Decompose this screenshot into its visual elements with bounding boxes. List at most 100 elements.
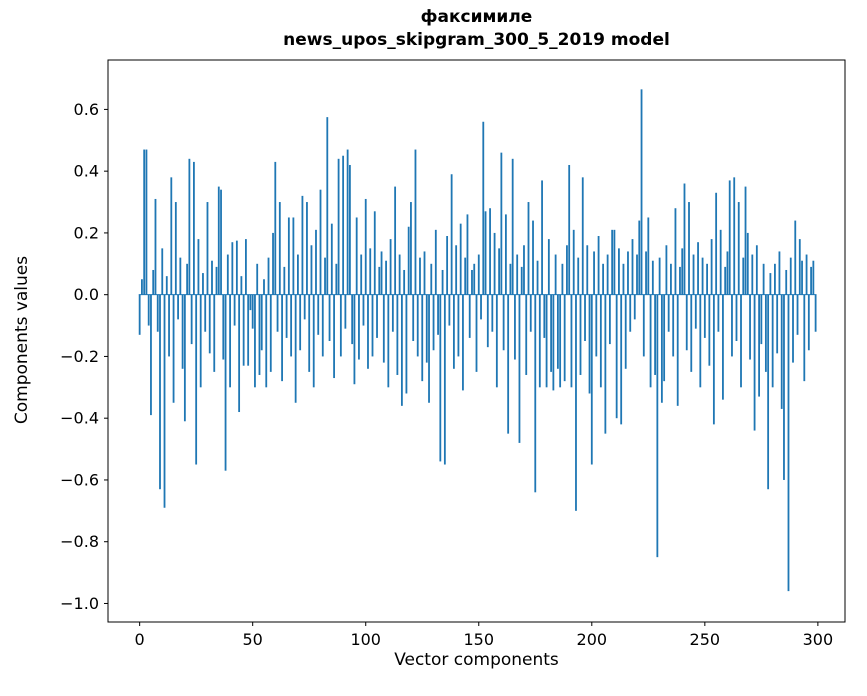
bar [385, 260, 387, 295]
bar [163, 294, 166, 508]
bar [737, 202, 740, 295]
bar [796, 294, 799, 335]
bar [701, 257, 704, 295]
bar [615, 294, 618, 419]
bar [450, 174, 453, 295]
bar [400, 294, 403, 406]
bar [423, 251, 426, 295]
bar [663, 294, 666, 382]
bar [514, 294, 516, 360]
bar [301, 195, 304, 295]
bar [527, 202, 530, 295]
bar [645, 251, 647, 295]
bar [538, 294, 541, 388]
bar [480, 294, 482, 320]
bar [165, 276, 168, 295]
bar [333, 294, 335, 379]
bar [197, 239, 200, 295]
bar [434, 229, 437, 295]
bar [602, 263, 605, 295]
y-tick-label: −0.2 [60, 347, 99, 366]
bar [462, 294, 464, 391]
bar [631, 239, 634, 295]
bar [199, 294, 202, 388]
bar [287, 217, 290, 295]
x-tick-label: 250 [690, 630, 721, 649]
bar [342, 155, 345, 295]
bar [774, 263, 776, 295]
bar [283, 266, 286, 295]
bar [500, 152, 503, 295]
bar [536, 260, 539, 295]
bar [749, 294, 751, 360]
bar [391, 294, 394, 332]
bar [432, 294, 435, 351]
bar [265, 294, 268, 388]
bar [495, 294, 498, 388]
bar [229, 294, 231, 388]
bar [595, 294, 598, 357]
bar [554, 254, 557, 295]
bar [226, 254, 229, 295]
bar [787, 294, 790, 592]
bar [272, 232, 274, 295]
bar [306, 202, 308, 295]
bar [545, 294, 548, 388]
bar [281, 294, 283, 382]
bar [681, 248, 684, 295]
bar [373, 211, 376, 295]
bar [179, 257, 182, 295]
bar [321, 294, 324, 357]
bar [507, 294, 510, 434]
bar [376, 294, 378, 338]
bar [541, 180, 543, 295]
bar [656, 294, 659, 558]
bar [161, 248, 164, 295]
bar [692, 254, 695, 295]
bar [511, 158, 514, 295]
bar [491, 294, 494, 332]
bar [726, 251, 729, 295]
bar [477, 254, 480, 295]
bar [213, 294, 216, 372]
bar [783, 294, 785, 480]
bar [247, 294, 250, 366]
bar [525, 294, 528, 375]
bar [437, 294, 439, 335]
bar [654, 294, 656, 375]
bar [326, 117, 329, 295]
bar [486, 294, 489, 348]
bar [633, 294, 636, 320]
bar [231, 242, 234, 295]
bar [466, 214, 469, 295]
bar [572, 229, 575, 295]
bar [547, 239, 550, 295]
bar [263, 279, 265, 295]
y-tick-label: −0.4 [60, 409, 99, 428]
bar [344, 294, 347, 329]
x-tick-label: 200 [577, 630, 608, 649]
bar [141, 279, 143, 295]
bar [667, 294, 670, 332]
bar [792, 294, 794, 363]
bar [378, 266, 381, 295]
bar [398, 254, 401, 295]
bar [728, 180, 731, 295]
bar [502, 294, 505, 351]
bar [328, 294, 331, 341]
bar [455, 245, 458, 295]
bar [254, 294, 256, 388]
bar [534, 294, 537, 493]
bar [733, 177, 736, 295]
bar [719, 229, 722, 295]
bar [561, 263, 564, 295]
bar [339, 294, 342, 357]
bar [543, 294, 546, 338]
bar [274, 161, 277, 295]
bar [297, 254, 299, 295]
bar [233, 294, 236, 326]
bar [584, 294, 586, 341]
bar [174, 202, 177, 295]
bar [405, 294, 408, 394]
